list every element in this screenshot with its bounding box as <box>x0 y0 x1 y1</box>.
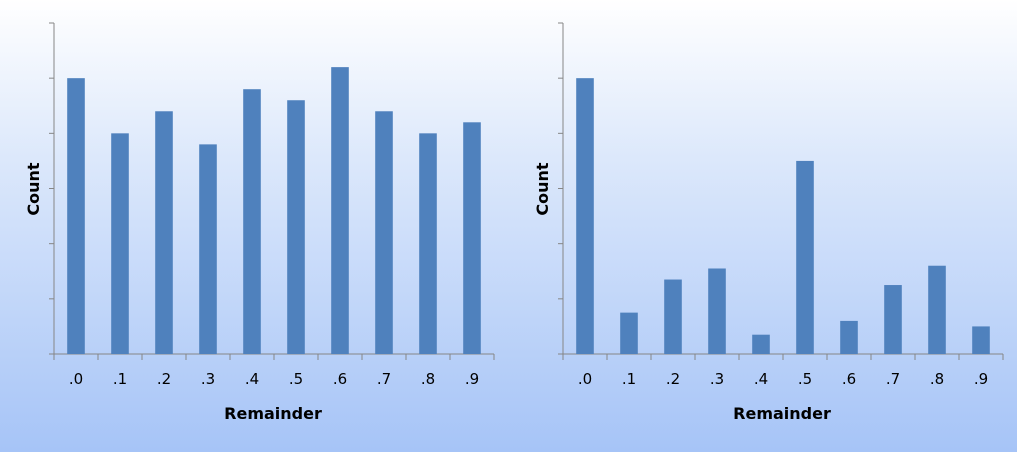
x-tick-label: .2 <box>157 370 171 388</box>
bar <box>752 334 770 354</box>
bar <box>111 133 129 354</box>
x-tick-label: .0 <box>578 370 592 388</box>
bar <box>928 265 946 354</box>
x-tick-label: .4 <box>754 370 768 388</box>
bar <box>708 268 726 354</box>
x-tick-label: .7 <box>886 370 900 388</box>
x-tick-label: .2 <box>666 370 680 388</box>
x-tick-label: .9 <box>465 370 479 388</box>
chart-right: .0 .1 .2 .3 .4 .5 .6 .7 .8 .9 Remainder Count <box>533 22 1004 423</box>
x-tick-label: .9 <box>974 370 988 388</box>
x-tick-label: .4 <box>245 370 259 388</box>
bar <box>972 326 990 354</box>
bar <box>796 160 814 354</box>
x-tick-label: .3 <box>201 370 215 388</box>
x-tick-label: .6 <box>842 370 856 388</box>
x-tick-label: .0 <box>69 370 83 388</box>
plot-area: .0 .1 .2 .3 .4 .5 .6 .7 .8 .9 <box>558 22 1004 388</box>
x-axis-title: Remainder <box>733 404 831 423</box>
bar <box>243 89 261 354</box>
bar <box>331 67 349 354</box>
x-tick-label: .8 <box>421 370 435 388</box>
bar <box>620 312 638 354</box>
x-tick-label: .1 <box>622 370 636 388</box>
x-tick-label: .7 <box>377 370 391 388</box>
x-tick-label: .3 <box>710 370 724 388</box>
plot-area: .0 .1 .2 .3 .4 .5 .6 .7 .8 .9 <box>49 22 495 388</box>
bar <box>375 111 393 355</box>
bar <box>463 122 481 354</box>
y-axis-title: Count <box>24 162 43 216</box>
bar <box>840 320 858 354</box>
x-tick-label: .8 <box>930 370 944 388</box>
x-axis-title: Remainder <box>224 404 322 423</box>
bar <box>199 144 217 354</box>
x-tick-label: .6 <box>333 370 347 388</box>
bar <box>419 133 437 354</box>
y-axis-title: Count <box>533 162 552 216</box>
bar <box>155 111 173 355</box>
x-tick-label: .5 <box>798 370 812 388</box>
x-tick-label: .1 <box>113 370 127 388</box>
chart-left: .0 .1 .2 .3 .4 .5 .6 .7 .8 .9 Remainder Count <box>24 22 495 423</box>
bar <box>664 279 682 354</box>
bar <box>576 78 594 355</box>
x-tick-label: .5 <box>289 370 303 388</box>
bar <box>287 100 305 354</box>
bar <box>884 285 902 354</box>
bar <box>67 78 85 355</box>
